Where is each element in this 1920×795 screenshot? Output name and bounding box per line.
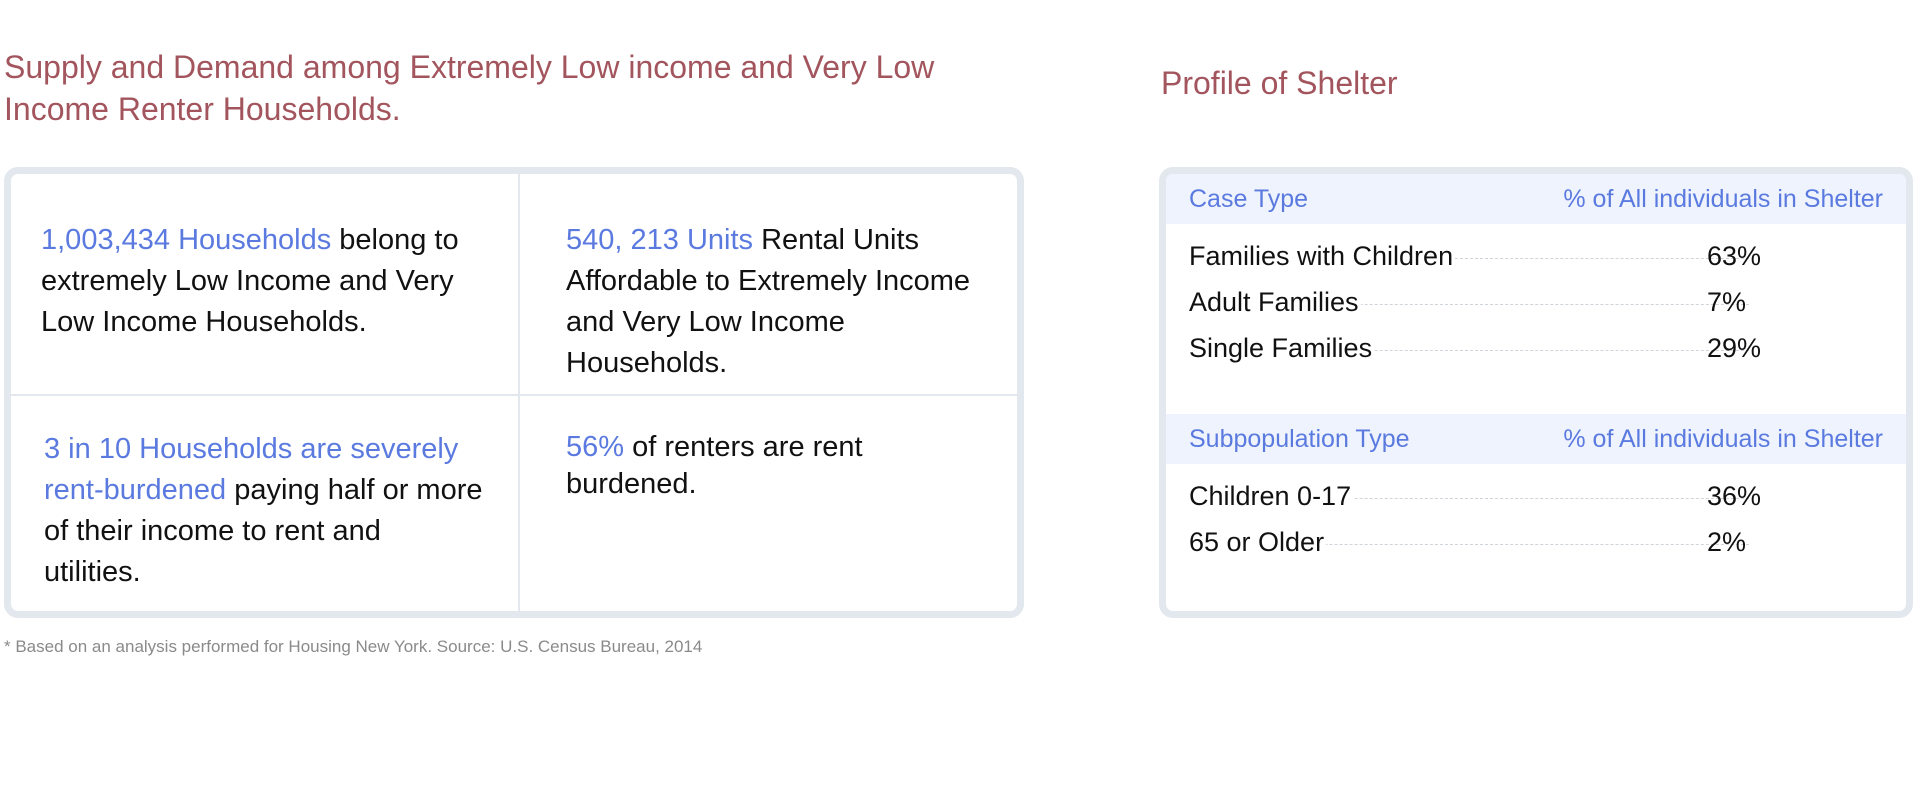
- stat-highlight: 540, 213 Units: [566, 224, 754, 256]
- dotted-leader: [1189, 258, 1749, 259]
- source-footnote: * Based on an analysis performed for Hou…: [4, 637, 703, 656]
- dotted-leader: [1189, 350, 1749, 351]
- dotted-leader: [1189, 498, 1749, 499]
- stat-text: paying half or more of their income to r…: [44, 474, 483, 588]
- row-label: Children 0-17: [1189, 476, 1354, 516]
- row-label: Families with Children: [1189, 236, 1456, 276]
- stat-cell-units: 540, 213 Units Rental Units Affordable t…: [518, 174, 1017, 394]
- subpopulation-type-header: Subpopulation Type % of All individuals …: [1166, 414, 1906, 464]
- dotted-leader: [1189, 544, 1749, 545]
- stat-cell-rent-burdened: 3 in 10 Households are severely rent-bur…: [11, 394, 518, 611]
- dotted-leader: [1189, 304, 1749, 305]
- supply-demand-title: Supply and Demand among Extremely Low in…: [4, 49, 935, 127]
- row-value: 2%: [1707, 527, 1747, 557]
- table-row: 65 or Older 2%: [1189, 522, 1749, 562]
- shelter-profile-title: Profile of Shelter: [1161, 65, 1398, 101]
- stat-cell-renters: 56% of renters are rent burdened.: [518, 394, 1017, 611]
- case-type-header: Case Type % of All individuals in Shelte…: [1166, 174, 1906, 224]
- table-row: Children 0-17 36%: [1189, 476, 1761, 516]
- stat-cell-households: 1,003,434 Households belong to extremely…: [11, 174, 518, 394]
- table-row: Single Families 29%: [1189, 328, 1761, 368]
- row-label: 65 or Older: [1189, 522, 1327, 562]
- row-value: 63%: [1707, 241, 1762, 271]
- row-value: 36%: [1707, 481, 1762, 511]
- row-label: Single Families: [1189, 328, 1375, 368]
- table-row: Adult Families 7%: [1189, 282, 1749, 322]
- stat-highlight: 1,003,434 Households: [41, 224, 332, 256]
- row-value: 7%: [1707, 287, 1747, 317]
- row-value: 29%: [1707, 333, 1762, 363]
- table-row: Families with Children 63%: [1189, 236, 1761, 276]
- subpopulation-type-label: Subpopulation Type: [1189, 425, 1410, 453]
- stat-text: belong to extremely Low Income and Very …: [41, 224, 459, 338]
- stat-text: of renters are rent burdened.: [566, 431, 863, 500]
- case-type-label: Case Type: [1189, 185, 1309, 213]
- shelter-profile-table: Case Type % of All individuals in Shelte…: [1159, 167, 1913, 618]
- stat-text: Rental Units Affordable to Extremely Inc…: [566, 224, 971, 379]
- stat-highlight: 3 in 10 Households are severely rent-bur…: [44, 433, 459, 506]
- stat-highlight: 56%: [566, 431, 625, 463]
- row-label: Adult Families: [1189, 282, 1361, 322]
- percent-column-header: % of All individuals in Shelter: [1563, 425, 1883, 453]
- percent-column-header: % of All individuals in Shelter: [1563, 185, 1883, 213]
- supply-demand-grid: 1,003,434 Households belong to extremely…: [4, 167, 1024, 618]
